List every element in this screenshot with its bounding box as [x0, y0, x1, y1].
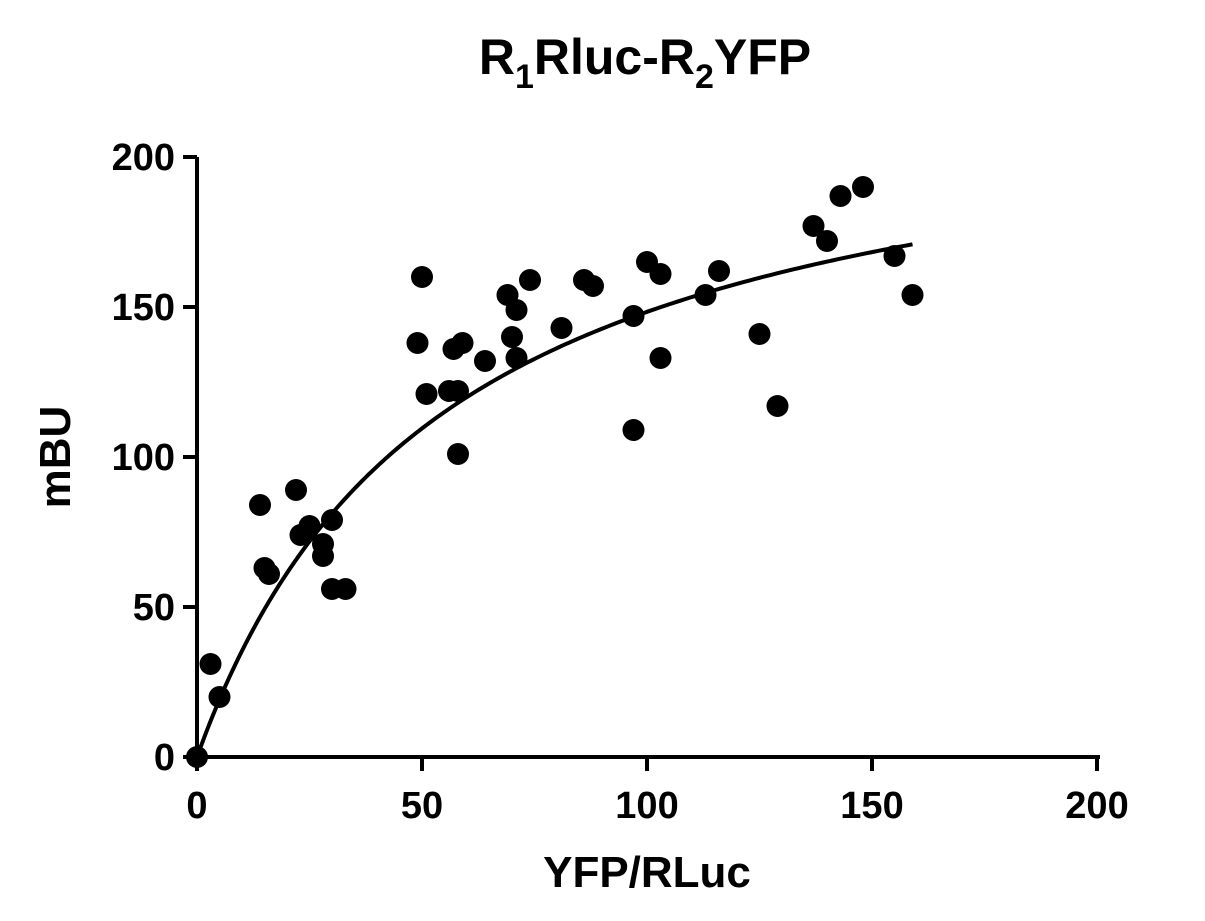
data-point	[622, 305, 645, 327]
data-point	[406, 332, 429, 354]
data-point	[802, 215, 825, 237]
data-point	[708, 260, 730, 282]
y-tick-label: 50	[133, 587, 175, 629]
data-point	[852, 176, 874, 198]
data-point	[505, 347, 528, 369]
data-point	[415, 383, 438, 405]
data-point	[447, 380, 469, 402]
data-point	[694, 284, 717, 306]
x-tick-label: 100	[615, 785, 678, 827]
x-ticks: 0 50 100 150 200	[186, 757, 1129, 827]
data-point	[199, 653, 222, 675]
data-point	[186, 746, 208, 768]
axes	[195, 157, 1100, 759]
y-tick-label: 200	[112, 137, 175, 179]
data-points	[186, 176, 924, 768]
data-point	[411, 266, 433, 288]
data-point	[582, 275, 604, 297]
data-point	[505, 299, 528, 321]
chart-title-part: R	[479, 29, 515, 85]
data-point	[321, 509, 343, 531]
data-point	[447, 443, 469, 465]
data-point	[519, 269, 541, 291]
data-point	[208, 686, 231, 708]
data-point	[249, 494, 271, 516]
data-point	[501, 326, 523, 348]
data-point	[474, 350, 496, 372]
x-tick-label: 0	[186, 785, 207, 827]
y-tick-label: 0	[154, 737, 175, 779]
data-point	[766, 395, 789, 417]
chart-title-part: 1	[515, 58, 534, 96]
data-point	[451, 332, 474, 354]
data-point	[550, 317, 573, 339]
x-tick-label: 50	[401, 785, 443, 827]
data-point	[901, 284, 924, 306]
chart-title-part: YFP	[714, 29, 811, 85]
data-point	[258, 563, 280, 585]
data-point	[285, 479, 307, 501]
data-point	[816, 230, 838, 252]
data-point	[334, 578, 357, 600]
chart-title: R1Rluc-R2YFP	[479, 29, 811, 96]
y-tick-label: 150	[112, 287, 175, 329]
data-point	[622, 419, 645, 441]
data-point	[312, 533, 334, 555]
data-point	[298, 515, 321, 537]
data-point	[829, 185, 852, 207]
data-point	[649, 347, 672, 369]
data-point	[883, 245, 906, 267]
y-tick-label: 100	[112, 437, 175, 479]
y-axis-label: mBU	[31, 406, 80, 509]
y-ticks: 0 50 100 150 200	[112, 137, 197, 779]
data-point	[748, 323, 771, 345]
data-point	[649, 263, 672, 285]
chart-title-part: Rluc-R	[534, 29, 695, 85]
chart-title-part: 2	[695, 58, 714, 96]
x-tick-label: 200	[1065, 785, 1128, 827]
x-tick-label: 150	[840, 785, 903, 827]
x-axis-label: YFP/RLuc	[543, 848, 751, 897]
